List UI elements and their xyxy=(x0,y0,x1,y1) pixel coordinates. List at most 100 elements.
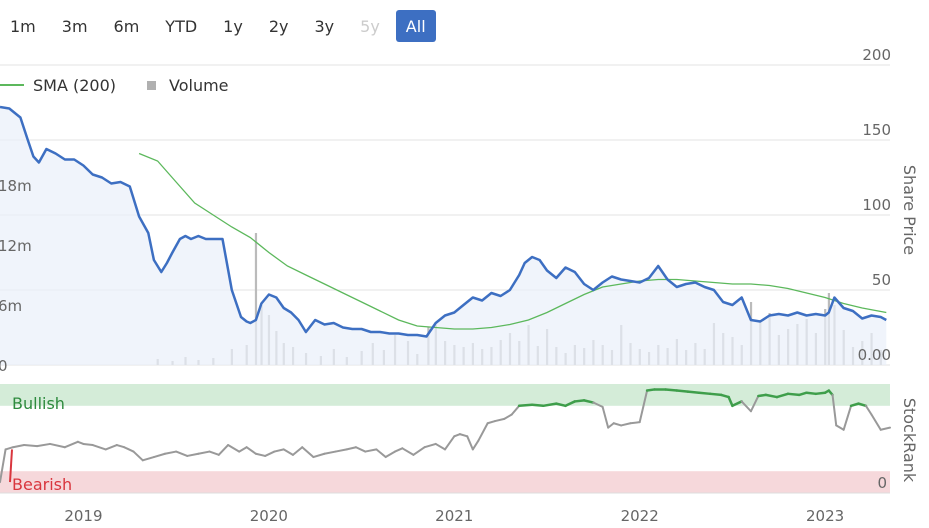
stockrank-segment xyxy=(870,413,882,431)
price-line xyxy=(0,105,887,338)
stockrank-segment xyxy=(555,402,567,408)
stockrank-segment xyxy=(764,393,779,399)
volume-tick-label: 6m xyxy=(0,297,22,315)
stockrank-segment xyxy=(345,446,357,451)
stockrank-segment xyxy=(864,404,873,416)
stockrank-segment xyxy=(444,435,456,451)
stockrank-segment xyxy=(607,422,615,429)
bullish-band xyxy=(0,384,890,406)
stockrank-line xyxy=(0,388,891,484)
stockrank-segment xyxy=(355,446,367,453)
stockrank-segment xyxy=(486,420,497,425)
stockrank-segment xyxy=(264,450,276,457)
stockrank-segment xyxy=(664,388,679,392)
stockrank-segment xyxy=(564,400,577,408)
price-tick-label: 150 xyxy=(862,121,891,139)
stockrank-segment xyxy=(104,444,118,451)
stockrank-segment xyxy=(831,393,838,427)
price-tick-label: 50 xyxy=(872,271,891,289)
stockrank-segment xyxy=(530,403,545,408)
price-area-fill xyxy=(0,107,887,365)
stockrank-segment xyxy=(301,446,315,459)
price-tick-label: 200 xyxy=(862,46,891,64)
range-button-5y: 5y xyxy=(360,16,380,36)
stockrank-segment xyxy=(0,448,7,484)
stockrank-segment xyxy=(849,402,860,408)
rank-axis-title: StockRank xyxy=(900,398,919,483)
stockrank-segment xyxy=(675,389,690,393)
stockrank-segment xyxy=(434,442,446,451)
stockrank-segment xyxy=(49,442,66,449)
stockrank-segment xyxy=(842,404,853,431)
stockrank-segment xyxy=(510,404,521,416)
stockrank-segment xyxy=(612,422,623,427)
stockrank-segment xyxy=(334,448,348,453)
stockrank-segment xyxy=(477,422,489,442)
bullish-label: Bullish xyxy=(12,394,65,413)
stockrank-segment xyxy=(805,391,818,396)
stockrank-segment xyxy=(186,452,200,457)
legend-volume-marker xyxy=(147,81,156,90)
stockrank-segment xyxy=(879,426,891,431)
stockrank-segment xyxy=(517,403,534,408)
stockrank-segment xyxy=(152,452,167,459)
price-axis-title: Share Price xyxy=(900,165,919,255)
price-tick-label: 100 xyxy=(862,196,891,214)
stockrank-segment xyxy=(601,405,610,429)
range-button-2y[interactable]: 2y xyxy=(268,16,289,36)
rank-tick-label: 0 xyxy=(877,474,887,492)
stockrank-segment xyxy=(323,450,337,455)
stockrank-segment xyxy=(91,444,107,451)
stockrank-segment xyxy=(23,444,39,448)
stockrank-segment xyxy=(375,448,387,459)
stockrank-segment xyxy=(740,400,752,413)
range-button-3m[interactable]: 3m xyxy=(61,16,88,36)
stockrank-segment xyxy=(720,393,730,399)
volume-bar xyxy=(254,233,258,365)
stockrank-segment xyxy=(786,392,801,397)
stockrank-segment xyxy=(238,446,248,453)
stockrank-segment xyxy=(273,448,285,453)
stockrank-segment xyxy=(708,392,723,397)
stockrank-segment xyxy=(63,440,79,449)
range-selector: 1m 3m 6m YTD 1y 2y 3y 5y All xyxy=(0,10,442,42)
stockrank-segment xyxy=(401,447,415,456)
volume-tick-label: 12m xyxy=(0,237,32,255)
range-button-all[interactable]: All xyxy=(395,10,436,42)
price-tick-label: 0.00 xyxy=(858,346,891,364)
stockrank-segment xyxy=(227,444,241,453)
stockrank-segment xyxy=(731,400,743,408)
range-button-1y[interactable]: 1y xyxy=(223,16,243,36)
stockrank-segment xyxy=(115,444,126,449)
stockrank-segment xyxy=(458,433,469,438)
legend-volume-label: Volume xyxy=(169,76,229,95)
range-button-6m[interactable]: 6m xyxy=(113,16,140,36)
stockrank-segment xyxy=(471,439,480,451)
range-button-ytd[interactable]: YTD xyxy=(165,16,198,36)
sma-line xyxy=(138,152,887,330)
stockrank-segment xyxy=(857,402,868,408)
volume-tick-label: 18m xyxy=(0,177,32,195)
stockrank-segment xyxy=(494,417,506,423)
bearish-label: Bearish xyxy=(12,475,72,494)
stockrank-segment xyxy=(384,450,396,459)
stockrank-segment xyxy=(36,442,52,448)
stockrank-segment xyxy=(503,413,513,420)
range-button-1m[interactable]: 1m xyxy=(10,16,36,36)
stockrank-segment xyxy=(217,444,230,456)
range-button-3y[interactable]: 3y xyxy=(314,16,335,36)
stockrank-segment xyxy=(629,421,641,425)
bearish-band xyxy=(0,471,890,493)
stockrank-segment xyxy=(775,392,790,399)
legend-sma-label: SMA (200) xyxy=(33,76,116,95)
legend: SMA (200) Volume xyxy=(0,76,229,95)
x-tick-label: 2019 xyxy=(64,507,102,525)
stockrank-segment xyxy=(4,446,14,451)
stockrank-segment xyxy=(364,448,378,453)
stockrank-segment xyxy=(797,391,808,397)
x-tick-label: 2021 xyxy=(435,507,473,525)
stockrank-segment xyxy=(175,450,189,457)
stockrank-segment xyxy=(814,391,827,396)
stockrank-segment xyxy=(592,401,604,408)
